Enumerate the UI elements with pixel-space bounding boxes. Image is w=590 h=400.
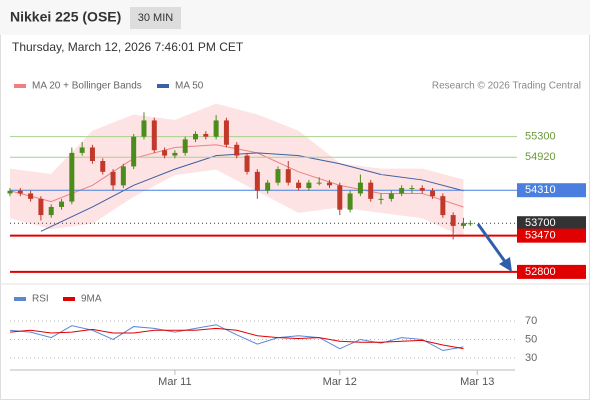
candle-body bbox=[89, 147, 95, 162]
candle-body bbox=[254, 171, 260, 191]
candle-body bbox=[244, 155, 250, 172]
legend-label: MA 50 bbox=[175, 81, 204, 92]
candle-body bbox=[162, 150, 168, 156]
candle-body bbox=[28, 193, 34, 199]
candle-body bbox=[172, 152, 178, 156]
candle-body bbox=[7, 190, 13, 194]
level-box bbox=[517, 216, 586, 231]
candle-body bbox=[182, 139, 188, 153]
y-tick-label: 70 bbox=[525, 315, 537, 327]
x-tick-label: Mar 12 bbox=[323, 376, 357, 388]
level-box bbox=[517, 183, 586, 198]
candle-body bbox=[120, 166, 126, 186]
candle-body bbox=[48, 206, 54, 216]
candle-body bbox=[193, 133, 199, 140]
candle-body bbox=[467, 223, 473, 225]
candle-body bbox=[419, 188, 425, 191]
candle-body bbox=[100, 161, 106, 172]
level-label: 54920 bbox=[525, 151, 556, 163]
x-tick-label: Mar 13 bbox=[460, 376, 494, 388]
timeframe-box bbox=[130, 7, 181, 29]
candle-body bbox=[110, 171, 116, 186]
legend-label: MA 20 + Bollinger Bands bbox=[32, 81, 142, 92]
legend-swatch bbox=[157, 84, 169, 88]
y-tick-label: 50 bbox=[525, 333, 537, 345]
y-tick-label: 30 bbox=[525, 352, 537, 364]
candle-body bbox=[306, 182, 312, 189]
band-upper bbox=[9, 103, 464, 181]
candle-body bbox=[337, 185, 343, 210]
indicator-line bbox=[9, 324, 464, 352]
moving-average bbox=[40, 152, 464, 232]
level-box bbox=[517, 264, 586, 279]
header-bar bbox=[0, 0, 590, 35]
forecast-arrowhead bbox=[499, 257, 512, 272]
candle-body bbox=[440, 196, 446, 216]
timeframe: 30 MIN bbox=[138, 12, 174, 24]
candle-body bbox=[59, 201, 65, 207]
x-tick-label: Mar 11 bbox=[158, 376, 191, 388]
candle-body bbox=[69, 152, 75, 202]
source: Research © 2026 Trading Central bbox=[432, 81, 581, 92]
candle-body bbox=[296, 182, 302, 189]
candle-body bbox=[234, 144, 240, 156]
legend-swatch bbox=[14, 84, 26, 88]
candle-body bbox=[203, 133, 209, 137]
candle-body bbox=[141, 120, 147, 137]
candle-body bbox=[17, 190, 23, 194]
candle-body bbox=[265, 182, 271, 191]
legend-label: RSI bbox=[32, 294, 49, 305]
level-label: 53700 bbox=[525, 217, 556, 229]
candle-body bbox=[460, 223, 466, 226]
level-box bbox=[517, 228, 586, 243]
timestamp: Thursday, March 12, 2026 7:46:01 PM CET bbox=[12, 40, 244, 54]
level-label: 53470 bbox=[525, 230, 556, 242]
candle-body bbox=[450, 215, 456, 226]
candle-body bbox=[430, 190, 436, 197]
candle-body bbox=[285, 169, 291, 183]
candle-body bbox=[79, 147, 85, 153]
forecast-arrow bbox=[476, 223, 508, 264]
level-label: 52800 bbox=[525, 266, 556, 278]
legend-swatch bbox=[14, 297, 26, 301]
legend-swatch bbox=[63, 297, 75, 301]
candle-body bbox=[326, 182, 332, 186]
candle-body bbox=[151, 120, 157, 151]
candle-body bbox=[378, 198, 384, 200]
title: Nikkei 225 (OSE) bbox=[10, 9, 121, 25]
level-label: 55300 bbox=[525, 131, 556, 143]
band-lower bbox=[9, 168, 464, 238]
candle-body bbox=[388, 193, 394, 199]
level-label: 54310 bbox=[525, 184, 556, 196]
candle-body bbox=[223, 120, 229, 145]
candle-body bbox=[347, 193, 353, 210]
candle-body bbox=[357, 182, 363, 194]
candle-body bbox=[316, 182, 322, 184]
candle-body bbox=[131, 136, 137, 167]
candle-body bbox=[368, 182, 374, 199]
indicator-line bbox=[9, 327, 464, 350]
candle-body bbox=[213, 120, 219, 137]
candle-body bbox=[399, 188, 405, 194]
candle-body bbox=[409, 188, 415, 190]
legend-label: 9MA bbox=[81, 294, 102, 305]
candle-body bbox=[275, 169, 281, 183]
candle-body bbox=[38, 198, 44, 216]
